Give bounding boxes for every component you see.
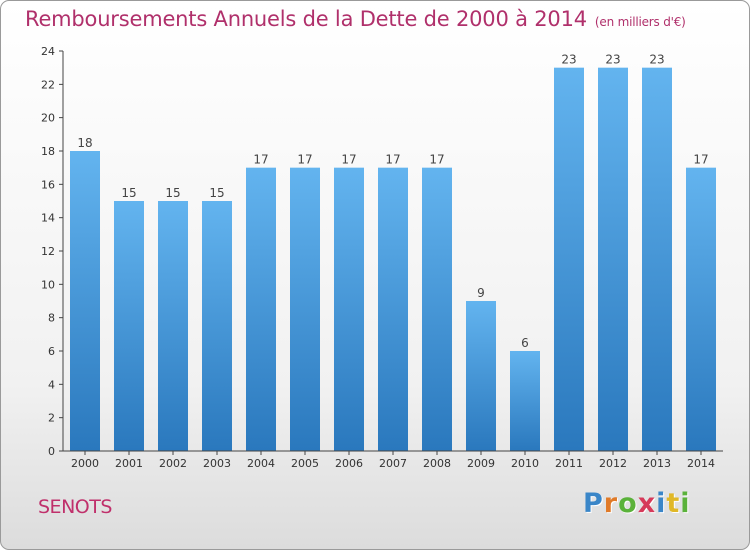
bar-2005 bbox=[290, 167, 320, 451]
value-label-2003: 15 bbox=[209, 186, 224, 200]
value-label-2012: 23 bbox=[605, 53, 620, 67]
bar-2011 bbox=[554, 67, 584, 452]
y-tick-label-24: 24 bbox=[41, 45, 55, 58]
x-tick-label-2005: 2005 bbox=[291, 457, 319, 470]
value-label-2007: 17 bbox=[385, 153, 400, 167]
y-tick-label-12: 12 bbox=[41, 245, 55, 258]
bar-2001 bbox=[114, 201, 144, 451]
x-tick-label-2010: 2010 bbox=[511, 457, 539, 470]
logo-letter: P bbox=[583, 488, 604, 519]
bar-2004 bbox=[246, 167, 276, 451]
y-tick-label-10: 10 bbox=[41, 278, 55, 291]
bars-group: 18 15 15 15 17 17 17 17 17 9 6 23 23 23 17 bbox=[70, 53, 716, 452]
x-tick-label-2003: 2003 bbox=[203, 457, 231, 470]
x-tick-label-2014: 2014 bbox=[687, 457, 715, 470]
bar-2014 bbox=[686, 167, 716, 451]
value-label-2004: 17 bbox=[253, 153, 268, 167]
chart-title-text: Remboursements Annuels de la Dette de 20… bbox=[25, 7, 587, 31]
bar-2007 bbox=[378, 167, 408, 451]
x-tick-label-2006: 2006 bbox=[335, 457, 363, 470]
proxiti-logo[interactable]: Proxiti bbox=[583, 488, 691, 519]
x-tick-label-2008: 2008 bbox=[423, 457, 451, 470]
bar-2012 bbox=[598, 67, 628, 452]
x-tick-label-2001: 2001 bbox=[115, 457, 143, 470]
logo-letter: i bbox=[680, 488, 691, 519]
x-tick-label-2004: 2004 bbox=[247, 457, 275, 470]
bar-2006 bbox=[334, 167, 364, 451]
axes-group: 2000 2001 2002 2003 2004 2005 2006 2007 2008 2009… bbox=[41, 45, 723, 470]
value-label-2001: 15 bbox=[121, 186, 136, 200]
value-label-2009: 9 bbox=[477, 286, 485, 300]
bar-2013 bbox=[642, 67, 672, 452]
bar-2008 bbox=[422, 167, 452, 451]
y-tick-label-18: 18 bbox=[41, 145, 55, 158]
y-tick-label-14: 14 bbox=[41, 212, 55, 225]
y-tick-label-6: 6 bbox=[48, 345, 55, 358]
x-tick-label-2000: 2000 bbox=[71, 457, 99, 470]
x-tick-label-2013: 2013 bbox=[643, 457, 671, 470]
bar-2010 bbox=[510, 351, 540, 451]
y-tick-label-20: 20 bbox=[41, 112, 55, 125]
y-tick-label-0: 0 bbox=[48, 445, 55, 458]
logo-letter: i bbox=[656, 488, 667, 519]
bar-2002 bbox=[158, 201, 188, 451]
value-label-2008: 17 bbox=[429, 153, 444, 167]
x-tick-label-2011: 2011 bbox=[555, 457, 583, 470]
x-tick-label-2012: 2012 bbox=[599, 457, 627, 470]
value-label-2006: 17 bbox=[341, 153, 356, 167]
value-label-2014: 17 bbox=[693, 153, 708, 167]
chart-title: Remboursements Annuels de la Dette de 20… bbox=[25, 7, 686, 31]
y-tick-label-22: 22 bbox=[41, 78, 55, 91]
x-tick-label-2009: 2009 bbox=[467, 457, 495, 470]
logo-letter: t bbox=[666, 488, 681, 519]
y-tick-label-16: 16 bbox=[41, 178, 55, 191]
logo-letter: o bbox=[618, 488, 638, 519]
value-label-2010: 6 bbox=[521, 336, 529, 350]
logo-letter: x bbox=[637, 488, 657, 519]
y-tick-label-8: 8 bbox=[48, 312, 55, 325]
value-label-2005: 17 bbox=[297, 153, 312, 167]
x-tick-label-2002: 2002 bbox=[159, 457, 187, 470]
chart-unit-label: (en milliers d'€) bbox=[594, 15, 686, 29]
value-label-2011: 23 bbox=[561, 53, 576, 67]
bar-2009 bbox=[466, 301, 496, 451]
y-tick-label-2: 2 bbox=[48, 412, 55, 425]
bar-2000 bbox=[70, 151, 100, 451]
commune-name: SENOTS bbox=[38, 496, 112, 518]
value-label-2013: 23 bbox=[649, 53, 664, 67]
y-tick-label-4: 4 bbox=[48, 378, 55, 391]
value-label-2002: 15 bbox=[165, 186, 180, 200]
value-label-2000: 18 bbox=[77, 136, 92, 150]
x-tick-label-2007: 2007 bbox=[379, 457, 407, 470]
logo-letter: r bbox=[603, 488, 619, 519]
bar-2003 bbox=[202, 201, 232, 451]
